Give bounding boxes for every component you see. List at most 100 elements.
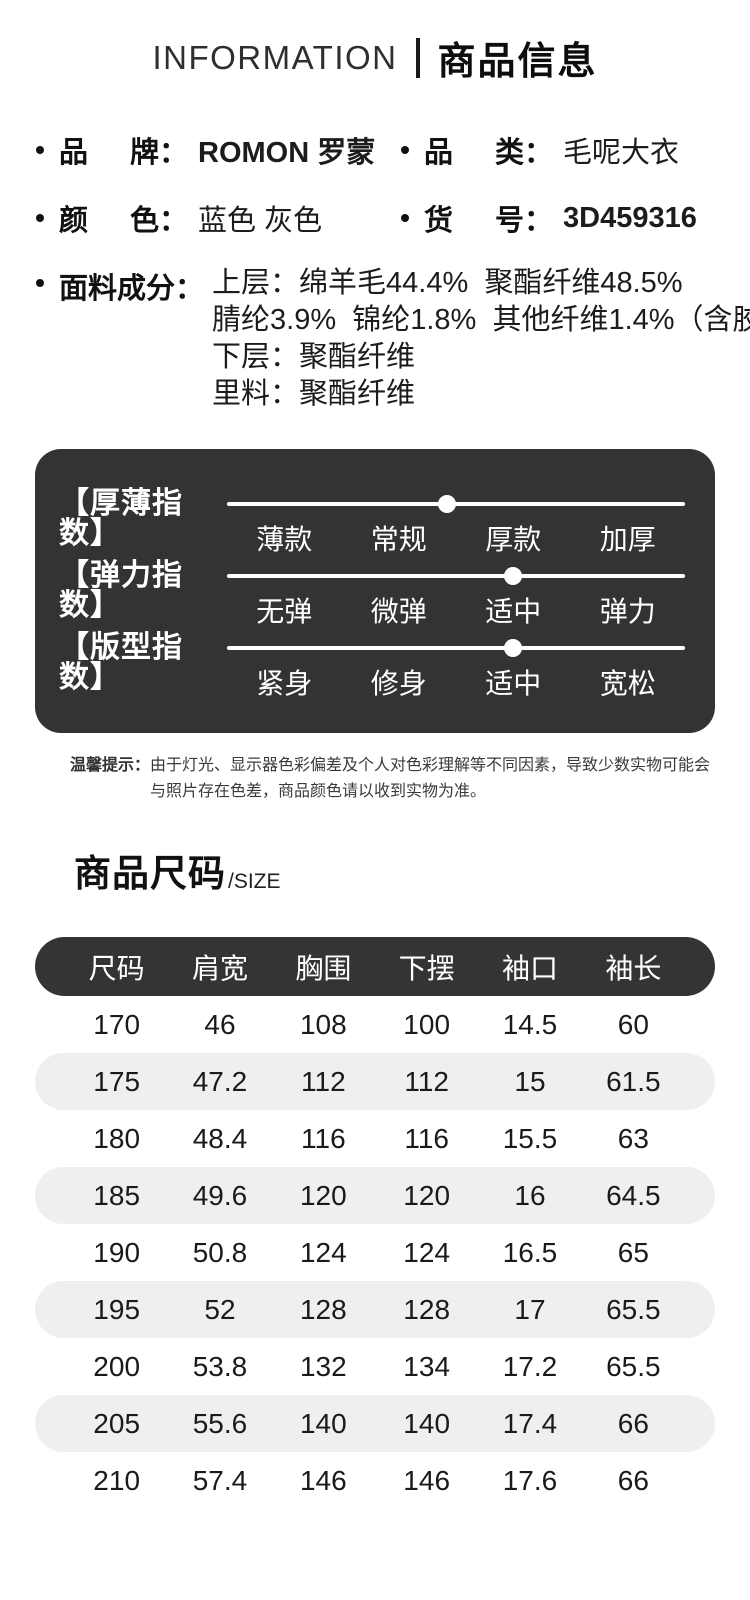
attr-value: ROMON 罗蒙 <box>198 137 376 169</box>
attr-brand: 品牌： ROMON 罗蒙 <box>36 129 401 171</box>
table-cell: 116 <box>301 1122 346 1154</box>
table-cell: 17.2 <box>502 1350 558 1382</box>
attr-color: 颜色： 蓝色 灰色 <box>36 197 401 239</box>
table-cell: 180 <box>93 1122 141 1154</box>
size-table-body: 170 46 108 100 14.5 60 175 47.2 112 112 15 61.5 180 4… <box>35 996 715 1509</box>
slider-dot-icon <box>504 567 523 585</box>
table-cell: 52 <box>204 1293 236 1325</box>
table-cell: 64.5 <box>606 1179 661 1211</box>
slider-tick: 适中 <box>485 668 542 699</box>
attr-item-no: 货号： 3D459316 <box>401 197 750 239</box>
table-cell: 48.4 <box>192 1122 248 1154</box>
index-slider: 薄款 常规 厚款 加厚 <box>227 489 685 557</box>
index-row-elasticity: 【弹力指数】 无弹 微弹 适中 弹力 <box>59 561 685 629</box>
table-cell: 55.6 <box>192 1407 248 1439</box>
table-cell: 140 <box>403 1407 451 1439</box>
page-header: INFORMATION 商品信息 <box>0 0 750 85</box>
header-title-en: INFORMATION <box>152 38 398 76</box>
table-cell: 120 <box>403 1179 451 1211</box>
table-cell: 57.4 <box>192 1464 248 1496</box>
notice: 温馨提示： 由于灯光、显示器色彩偏差及个人对色彩理解等不同因素，导致少数实物可能… <box>70 753 720 805</box>
table-cell: 17.4 <box>502 1407 558 1439</box>
table-cell: 47.2 <box>192 1065 248 1097</box>
attr-colon: ： <box>159 205 189 237</box>
table-cell: 175 <box>93 1065 141 1097</box>
table-cell: 134 <box>403 1350 451 1382</box>
slider-track <box>227 633 685 663</box>
slider-tick: 加厚 <box>599 524 656 555</box>
table-cell: 124 <box>403 1236 451 1268</box>
table-cell: 100 <box>403 1008 451 1040</box>
attr-value: 蓝色 灰色 <box>198 205 323 237</box>
bullet-icon <box>36 146 44 154</box>
slider-tick-labels: 无弹 微弹 适中 弹力 <box>227 595 685 629</box>
table-cell: 50.8 <box>192 1236 248 1268</box>
table-row: 175 47.2 112 112 15 61.5 <box>35 1053 715 1110</box>
index-row-thickness: 【厚薄指数】 薄款 常规 厚款 加厚 <box>59 489 685 557</box>
size-section-title: 商品尺码 /SIZE <box>74 843 750 897</box>
slider-tick: 宽松 <box>599 668 656 699</box>
slider-tick: 弹力 <box>599 596 656 627</box>
table-cell: 195 <box>93 1293 141 1325</box>
table-cell: 53.8 <box>192 1350 248 1382</box>
attr-colon: ： <box>159 137 189 169</box>
attr-label: 品牌 <box>59 137 159 169</box>
table-cell: 185 <box>93 1179 141 1211</box>
table-row: 205 55.6 140 140 17.4 66 <box>35 1395 715 1452</box>
slider-tick: 无弹 <box>256 596 313 627</box>
table-header-cell: 尺码 <box>88 952 145 984</box>
attr-colon: ： <box>524 205 554 237</box>
table-cell: 146 <box>299 1464 347 1496</box>
size-title-en: /SIZE <box>228 870 281 893</box>
slider-dot-icon <box>504 639 523 657</box>
fabric-line: 腈纶3.9% 锦纶1.8% 其他纤维1.4%（含胶） <box>212 304 750 336</box>
table-header-cell: 下摆 <box>398 952 455 984</box>
table-cell: 128 <box>299 1293 347 1325</box>
table-cell: 205 <box>93 1407 141 1439</box>
bullet-icon <box>401 214 409 222</box>
slider-tick: 常规 <box>370 524 427 555</box>
table-header-cell: 袖长 <box>605 952 662 984</box>
index-label: 【版型指数】 <box>59 631 183 694</box>
fabric-line: 上层：绵羊毛44.4% 聚酯纤维48.5% <box>212 267 683 299</box>
table-cell: 16 <box>514 1179 546 1211</box>
table-cell: 65.5 <box>606 1350 661 1382</box>
table-cell: 65 <box>617 1236 649 1268</box>
index-slider: 紧身 修身 适中 宽松 <box>227 633 685 701</box>
slider-tick: 微弹 <box>370 596 427 627</box>
table-cell: 200 <box>93 1350 141 1382</box>
table-cell: 17.6 <box>502 1464 558 1496</box>
fabric-label: 面料成分： <box>59 273 205 305</box>
table-cell: 112 <box>404 1065 449 1097</box>
slider-tick-labels: 紧身 修身 适中 宽松 <box>227 667 685 701</box>
table-cell: 128 <box>403 1293 451 1325</box>
index-label: 【弹力指数】 <box>59 559 183 622</box>
size-table-header: 尺码 肩宽 胸围 下摆 袖口 袖长 <box>35 937 715 996</box>
attr-category: 品类： 毛呢大衣 <box>401 129 750 171</box>
fabric-line: 下层：聚酯纤维 <box>212 341 416 373</box>
bullet-icon <box>401 146 409 154</box>
slider-line <box>227 646 685 650</box>
table-cell: 210 <box>93 1464 141 1496</box>
table-cell: 16.5 <box>502 1236 558 1268</box>
bullet-icon <box>36 279 44 287</box>
table-cell: 46 <box>204 1008 236 1040</box>
table-cell: 108 <box>299 1008 347 1040</box>
table-cell: 49.6 <box>192 1179 248 1211</box>
attr-label: 货号 <box>424 205 524 237</box>
bullet-icon <box>36 214 44 222</box>
index-panel: 【厚薄指数】 薄款 常规 厚款 加厚 【弹力指数】 无弹 微弹 适中 弹力 【版型指数】 紧身 修身 适中… <box>35 449 715 733</box>
slider-track <box>227 561 685 591</box>
table-cell: 112 <box>301 1065 346 1097</box>
table-cell: 66 <box>617 1464 649 1496</box>
table-row: 185 49.6 120 120 16 64.5 <box>35 1167 715 1224</box>
slider-tick: 薄款 <box>256 524 313 555</box>
table-row: 180 48.4 116 116 15.5 63 <box>35 1110 715 1167</box>
index-slider: 无弹 微弹 适中 弹力 <box>227 561 685 629</box>
table-cell: 15.5 <box>502 1122 558 1154</box>
table-cell: 61.5 <box>606 1065 661 1097</box>
slider-track <box>227 489 685 519</box>
table-row: 190 50.8 124 124 16.5 65 <box>35 1224 715 1281</box>
fabric-composition: 面料成分： 上层：绵羊毛44.4% 聚酯纤维48.5% 腈纶3.9% 锦纶1.8%… <box>36 265 750 413</box>
